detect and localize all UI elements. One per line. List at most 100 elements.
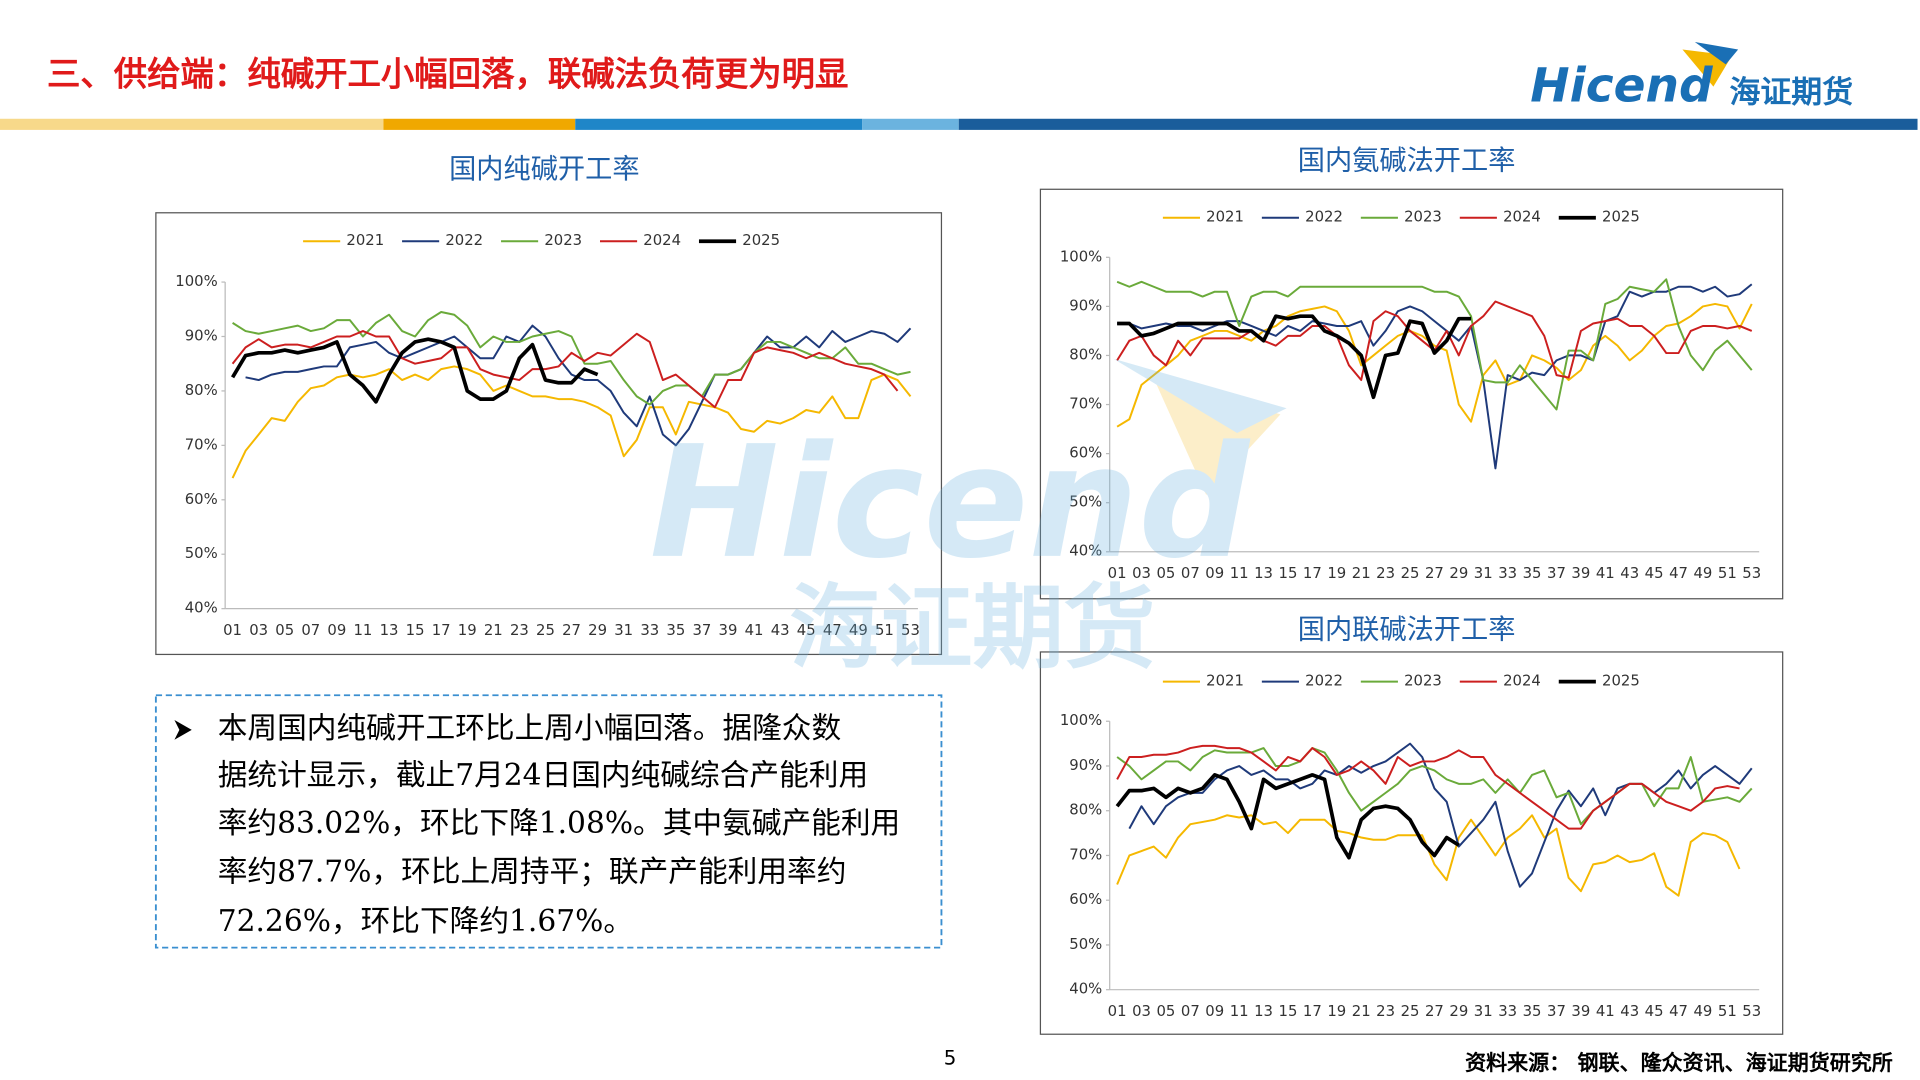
x-tick-label: 49 — [849, 622, 868, 639]
series-line — [1116, 747, 1753, 826]
x-tick-label: 09 — [327, 622, 346, 639]
x-tick-label: 39 — [719, 622, 738, 639]
x-tick-label: 09 — [1205, 565, 1224, 582]
x-tick-label: 41 — [745, 622, 764, 639]
series-line — [231, 365, 912, 479]
y-tick-label: 50% — [1069, 494, 1102, 511]
y-tick-label: 40% — [185, 600, 218, 617]
stripe — [862, 118, 959, 130]
x-tick-label: 15 — [1279, 565, 1298, 582]
x-tick-label: 53 — [1742, 565, 1761, 582]
y-tick-label: 60% — [1069, 445, 1102, 462]
x-tick-label: 37 — [692, 622, 711, 639]
y-tick-label: 40% — [1069, 981, 1102, 998]
x-tick-label: 19 — [458, 622, 477, 639]
x-tick-label: 29 — [1449, 1003, 1468, 1020]
series-line — [1117, 314, 1472, 400]
text-line: 率约83.02%，环比下降1.08%。其中氨碱产能利用 — [218, 806, 901, 841]
x-tick-label: 21 — [1352, 1003, 1371, 1020]
x-tick-label: 43 — [1620, 565, 1639, 582]
x-tick-label: 31 — [1474, 1003, 1493, 1020]
series-line — [1116, 744, 1740, 830]
x-tick-label: 45 — [797, 622, 816, 639]
x-tick-label: 31 — [614, 622, 633, 639]
x-tick-label: 47 — [823, 622, 842, 639]
y-tick-label: 90% — [1069, 297, 1102, 314]
x-tick-label: 53 — [1742, 1003, 1761, 1020]
x-tick-label: 49 — [1693, 565, 1712, 582]
x-tick-label: 13 — [1254, 1003, 1273, 1020]
x-tick-label: 01 — [1108, 1003, 1127, 1020]
x-tick-label: 33 — [640, 622, 659, 639]
page-number: 5 — [944, 1046, 957, 1069]
x-tick-label: 13 — [1254, 565, 1273, 582]
x-tick-label: 33 — [1498, 565, 1517, 582]
x-tick-label: 27 — [562, 622, 581, 639]
chart-frame — [1039, 651, 1784, 1035]
x-tick-label: 25 — [1401, 1003, 1420, 1020]
x-tick-label: 39 — [1571, 1003, 1590, 1020]
y-tick-label: 60% — [185, 491, 218, 508]
y-tick-label: 100% — [1060, 248, 1102, 265]
legend-label: 2022 — [1305, 673, 1343, 690]
y-tick-label: 50% — [1069, 936, 1102, 953]
bullet — [174, 720, 192, 740]
legend-label: 2021 — [346, 232, 384, 249]
x-tick-label: 31 — [1474, 565, 1493, 582]
x-tick-label: 43 — [1620, 1003, 1639, 1020]
legend-label: 2022 — [1305, 209, 1343, 226]
text-line: 率约87.7%，环比上周持平；联产产能利用率约 — [218, 854, 847, 889]
x-tick-label: 23 — [1376, 565, 1395, 582]
x-tick-label: 21 — [484, 622, 503, 639]
x-tick-label: 29 — [1449, 565, 1468, 582]
y-tick-label: 70% — [1069, 846, 1102, 863]
y-tick-label: 60% — [1069, 891, 1102, 908]
x-tick-label: 07 — [301, 622, 320, 639]
chart-frame — [1039, 188, 1784, 600]
x-tick-label: 51 — [1718, 1003, 1737, 1020]
legend-label: 2023 — [544, 232, 582, 249]
logo-cn: 海证期货 — [1729, 75, 1853, 111]
x-tick-label: 03 — [1132, 565, 1151, 582]
y-tick-label: 90% — [185, 327, 218, 344]
x-tick-label: 21 — [1352, 565, 1371, 582]
x-tick-label: 23 — [1376, 1003, 1395, 1020]
x-tick-label: 05 — [275, 622, 294, 639]
x-tick-label: 53 — [901, 622, 920, 639]
x-tick-label: 01 — [223, 622, 242, 639]
x-tick-label: 11 — [354, 622, 373, 639]
x-tick-label: 39 — [1571, 565, 1590, 582]
x-tick-label: 35 — [1523, 565, 1542, 582]
x-tick-label: 51 — [875, 622, 894, 639]
x-tick-label: 07 — [1181, 565, 1200, 582]
x-tick-label: 15 — [406, 622, 425, 639]
chart-title: 国内纯碱开工率 — [449, 154, 639, 185]
chart-frame — [155, 212, 943, 656]
x-tick-label: 09 — [1205, 1003, 1224, 1020]
x-tick-label: 37 — [1547, 565, 1566, 582]
line-chart: 国内纯碱开工率 40% 50% 60% 70% 80% 90% 100% 01 03 05 07 09 1… — [155, 154, 943, 656]
text-box — [154, 694, 943, 949]
legend-label: 2024 — [1503, 673, 1541, 690]
y-tick-label: 80% — [1069, 346, 1102, 363]
x-tick-label: 03 — [1132, 1003, 1151, 1020]
legend-label: 2025 — [742, 232, 780, 249]
y-tick-label: 90% — [1069, 757, 1102, 774]
legend-label: 2023 — [1404, 673, 1442, 690]
x-tick-label: 05 — [1156, 1003, 1175, 1020]
series-line — [231, 330, 899, 409]
legend-label: 2024 — [1503, 209, 1541, 226]
stripe — [0, 118, 384, 130]
y-tick-label: 80% — [1069, 802, 1102, 819]
x-tick-label: 25 — [1401, 565, 1420, 582]
x-tick-label: 43 — [771, 622, 790, 639]
x-tick-label: 13 — [380, 622, 399, 639]
legend-label: 2021 — [1206, 673, 1244, 690]
legend-label: 2025 — [1602, 209, 1640, 226]
x-tick-label: 11 — [1230, 565, 1249, 582]
x-tick-label: 25 — [536, 622, 555, 639]
x-tick-label: 19 — [1327, 1003, 1346, 1020]
y-tick-label: 100% — [175, 273, 217, 290]
